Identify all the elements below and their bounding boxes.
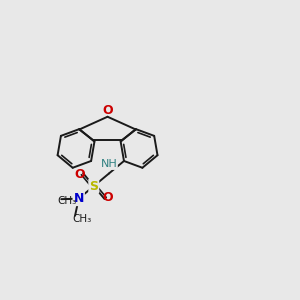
- Text: CH₃: CH₃: [57, 196, 76, 206]
- Text: O: O: [103, 191, 113, 204]
- Text: S: S: [89, 180, 98, 193]
- Text: N: N: [74, 192, 84, 205]
- Text: CH₃: CH₃: [73, 214, 92, 224]
- Text: NH: NH: [100, 159, 117, 170]
- Text: O: O: [74, 168, 85, 181]
- Text: O: O: [102, 104, 113, 118]
